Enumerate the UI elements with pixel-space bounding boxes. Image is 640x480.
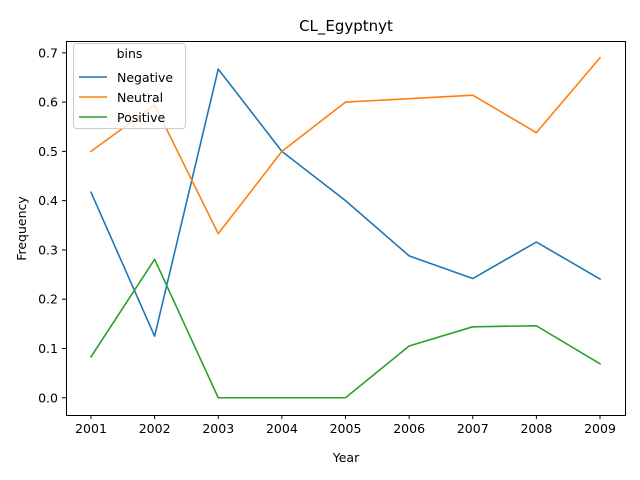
x-tick-label: 2009 <box>584 421 616 436</box>
x-tick-label: 2001 <box>75 421 107 436</box>
series-line-negative <box>89 68 602 337</box>
legend-items: Negative Neutral Positive <box>79 70 173 125</box>
x-tick-label: 2008 <box>520 421 552 436</box>
plot-frame <box>66 41 626 416</box>
legend-label-neutral: Neutral <box>117 90 163 105</box>
legend-label-negative: Negative <box>117 70 173 85</box>
y-tick-label: 0.7 <box>38 45 58 60</box>
x-tick-label: 2006 <box>393 421 425 436</box>
y-tick-label: 0.6 <box>38 95 58 110</box>
x-tick-label: 2003 <box>202 421 234 436</box>
chart-title: CL_Egyptnyt <box>299 17 393 36</box>
legend-box <box>73 43 186 129</box>
y-tick-label: 0.3 <box>38 242 58 257</box>
y-tick-label: 0.1 <box>38 341 58 356</box>
y-tick-label: 0.0 <box>38 390 58 405</box>
series-lines <box>89 56 602 399</box>
x-axis-label: Year <box>332 450 360 465</box>
x-tick-label: 2004 <box>266 421 298 436</box>
y-tick-label: 0.2 <box>38 292 58 307</box>
legend-label-positive: Positive <box>117 110 165 125</box>
y-axis-label: Frequency <box>14 196 29 261</box>
series-line-positive <box>89 258 602 399</box>
y-tick-label: 0.5 <box>38 144 58 159</box>
x-tick-label: 2005 <box>330 421 362 436</box>
legend: bins Negative Neutral Positive <box>73 43 186 129</box>
series-line-neutral <box>89 56 602 235</box>
y-tick-label: 0.4 <box>38 193 58 208</box>
legend-title: bins <box>117 46 143 61</box>
y-axis-ticks: 0.0 0.1 0.2 0.3 0.4 0.5 0.6 0.7 <box>38 45 66 405</box>
x-tick-label: 2007 <box>457 421 489 436</box>
x-axis-ticks: 2001 2002 2003 2004 2005 2006 2007 2008 2009 <box>75 415 616 436</box>
x-tick-label: 2002 <box>139 421 171 436</box>
